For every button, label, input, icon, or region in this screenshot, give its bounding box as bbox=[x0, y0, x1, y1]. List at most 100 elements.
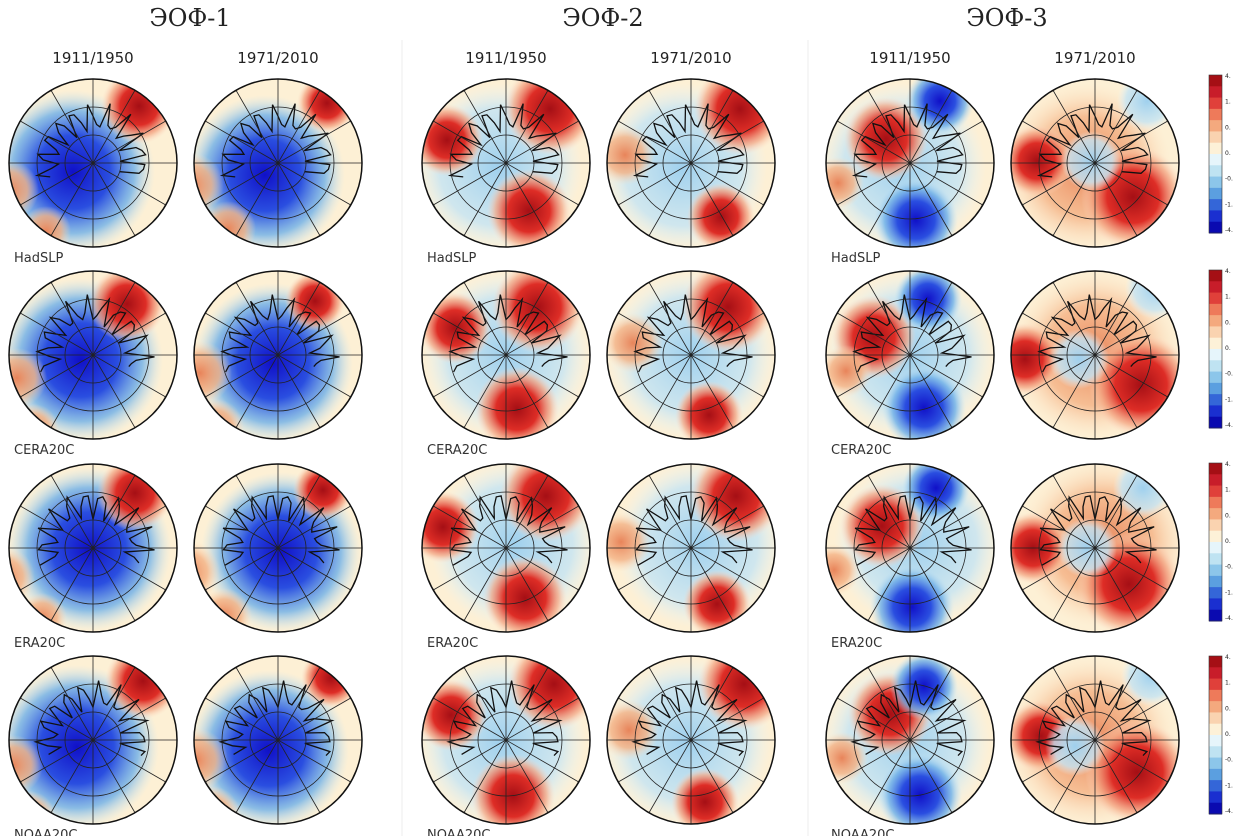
dataset-label: CERA20C bbox=[831, 443, 891, 458]
colorbar-segment bbox=[1209, 98, 1222, 110]
polar-map bbox=[591, 450, 783, 638]
polar-map bbox=[595, 63, 786, 251]
anomaly bbox=[97, 455, 173, 531]
colorbar-segment bbox=[1209, 576, 1222, 588]
colorbar-label: -0. bbox=[1225, 371, 1233, 378]
colorbar-label: -0. bbox=[1225, 176, 1233, 183]
colorbar-label: -0. bbox=[1225, 757, 1233, 764]
colorbar-segment bbox=[1209, 293, 1222, 305]
colorbar-segment bbox=[1209, 474, 1222, 486]
colorbar-segment bbox=[1209, 656, 1222, 668]
anomaly bbox=[1125, 259, 1185, 319]
colorbar-label: 1. bbox=[1225, 487, 1231, 494]
panel-title: ЭОФ-3 bbox=[966, 4, 1047, 32]
period-label: 1971/2010 bbox=[1054, 49, 1135, 67]
polar-map bbox=[411, 63, 596, 253]
colorbar-segment bbox=[1209, 746, 1222, 758]
anomaly bbox=[196, 588, 252, 644]
colorbar-segment bbox=[1209, 531, 1222, 543]
colorbar-segment bbox=[1209, 417, 1222, 429]
colorbar-segment bbox=[1209, 210, 1222, 222]
polar-map bbox=[808, 454, 1002, 649]
colorbar-segment bbox=[1209, 712, 1222, 724]
colorbar-segment bbox=[1209, 508, 1222, 520]
polar-map bbox=[997, 458, 1187, 636]
colorbar-label: 1. bbox=[1225, 680, 1231, 687]
colorbar-segment bbox=[1209, 188, 1222, 200]
anomaly bbox=[1049, 329, 1109, 389]
anomaly bbox=[504, 63, 596, 155]
colorbar-segment bbox=[1209, 326, 1222, 338]
anomaly bbox=[101, 68, 177, 144]
anomaly bbox=[595, 125, 655, 185]
colorbar-label: 0. bbox=[1225, 124, 1231, 131]
colorbar-segment bbox=[1209, 553, 1222, 565]
colorbar-segment bbox=[1209, 497, 1222, 509]
colorbar-label: 0. bbox=[1225, 345, 1231, 352]
colorbar-segment bbox=[1209, 131, 1222, 143]
colorbar-label: -1. bbox=[1225, 201, 1233, 208]
dataset-label: HadSLP bbox=[831, 251, 880, 266]
colorbar-segment bbox=[1209, 701, 1222, 713]
figure: ЭОФ-11911/19501971/2010HadSLPCERA20CERA2… bbox=[0, 0, 1234, 836]
colorbar-label: 4. bbox=[1225, 461, 1231, 468]
colorbar-segment bbox=[1209, 542, 1222, 554]
colorbar-segment bbox=[1209, 165, 1222, 177]
dataset-label: CERA20C bbox=[14, 443, 74, 458]
colorbar-segment bbox=[1209, 222, 1222, 234]
colorbar-segment bbox=[1209, 304, 1222, 316]
anomaly bbox=[698, 638, 790, 730]
colorbar-segment bbox=[1209, 667, 1222, 679]
dataset-label: CERA20C bbox=[427, 443, 487, 458]
colorbar-label: 1. bbox=[1225, 99, 1231, 106]
anomaly bbox=[1113, 458, 1173, 518]
anomaly bbox=[297, 73, 357, 133]
colorbar-segment bbox=[1209, 109, 1222, 121]
colorbar-segment bbox=[1209, 690, 1222, 702]
colorbar-label: 4. bbox=[1225, 268, 1231, 275]
dataset-label: ERA20C bbox=[427, 636, 478, 651]
dataset-label: HadSLP bbox=[427, 251, 476, 266]
colorbar-segment bbox=[1209, 758, 1222, 770]
colorbar-segment bbox=[1209, 86, 1222, 98]
colorbar-segment bbox=[1209, 486, 1222, 498]
panel-title: ЭОФ-2 bbox=[562, 4, 643, 32]
colorbar-label: -1. bbox=[1225, 589, 1233, 596]
colorbar-label: -4. bbox=[1225, 808, 1233, 815]
period-label: 1911/1950 bbox=[869, 49, 950, 67]
colorbar-label: 4. bbox=[1225, 654, 1231, 661]
polar-map bbox=[156, 460, 362, 644]
anomaly bbox=[671, 768, 739, 836]
anomaly bbox=[808, 544, 860, 596]
colorbar-label: 0. bbox=[1225, 150, 1231, 157]
polar-map bbox=[407, 450, 598, 640]
colorbar-segment bbox=[1209, 610, 1222, 622]
colorbar-segment bbox=[1209, 803, 1222, 815]
colorbar-segment bbox=[1209, 349, 1222, 361]
anomaly bbox=[906, 67, 974, 135]
dataset-label: NOAA20C bbox=[14, 828, 78, 836]
polar-map bbox=[419, 261, 590, 451]
colorbar-segment bbox=[1209, 724, 1222, 736]
anomaly bbox=[870, 565, 954, 649]
colorbar-segment bbox=[1209, 75, 1222, 87]
colorbar-segment bbox=[1209, 338, 1222, 350]
anomaly bbox=[1121, 646, 1181, 706]
polar-map bbox=[0, 643, 181, 836]
colorbar-label: 0. bbox=[1225, 731, 1231, 738]
period-label: 1971/2010 bbox=[650, 49, 731, 67]
colorbar-label: -1. bbox=[1225, 396, 1233, 403]
polar-map bbox=[415, 638, 600, 836]
colorbar-segment bbox=[1209, 405, 1222, 417]
dataset-label: ERA20C bbox=[14, 636, 65, 651]
dataset-label: NOAA20C bbox=[427, 828, 491, 836]
polar-map bbox=[812, 67, 994, 262]
polar-map bbox=[603, 261, 775, 449]
colorbar-label: 0. bbox=[1225, 512, 1231, 519]
colorbar-segment bbox=[1209, 199, 1222, 211]
colorbar-label: -4. bbox=[1225, 227, 1233, 234]
colorbar-segment bbox=[1209, 315, 1222, 327]
colorbar-label: -4. bbox=[1225, 422, 1233, 429]
colorbar-label: 1. bbox=[1225, 294, 1231, 301]
polar-map bbox=[1005, 646, 1189, 826]
